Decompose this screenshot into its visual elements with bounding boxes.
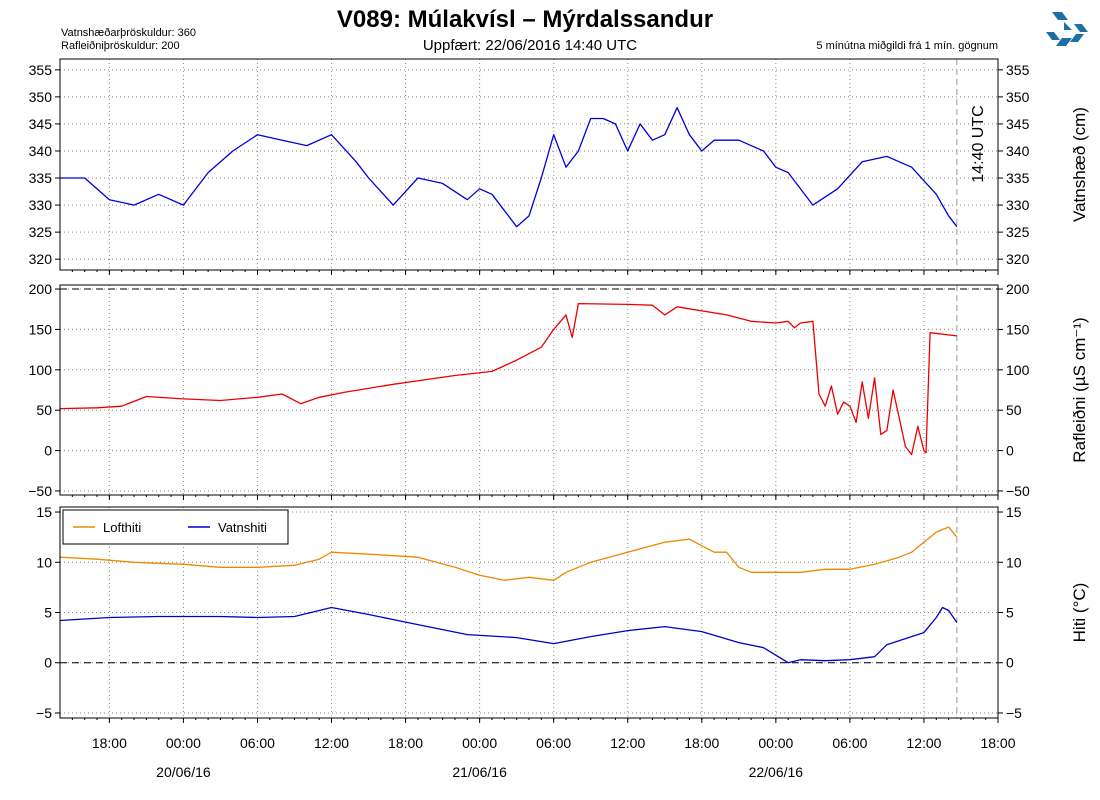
x-tick-label: 00:00	[166, 735, 201, 751]
y-tick-label-right: −5	[1006, 705, 1022, 721]
legend-label: Lofthiti	[103, 520, 141, 535]
y-tick-label-left: 50	[36, 402, 52, 418]
y-tick-label-right: 320	[1006, 251, 1030, 267]
y-tick-label-left: 150	[29, 321, 53, 337]
x-tick-label: 12:00	[906, 735, 941, 751]
y-tick-label-right: 0	[1006, 655, 1014, 671]
y-tick-label-right: 10	[1006, 554, 1022, 570]
y-tick-label-right: 350	[1006, 89, 1030, 105]
y-tick-label-right: 355	[1006, 62, 1030, 78]
y-tick-label-left: 5	[44, 605, 52, 621]
y-axis-label: Hiti (°C)	[1070, 583, 1089, 643]
y-tick-label-left: 0	[44, 655, 52, 671]
series-line-panel-2	[59, 302, 957, 456]
y-tick-label-left: 200	[29, 281, 53, 297]
y-tick-label-right: 15	[1006, 504, 1022, 520]
x-tick-label: 00:00	[758, 735, 793, 751]
x-tick-label: 06:00	[536, 735, 571, 751]
median-note: 5 mínútna miðgildi frá 1 mín. gögnum	[816, 40, 998, 52]
series-line-lofthiti	[59, 526, 958, 581]
series-line-vatnshiti	[59, 606, 958, 664]
x-tick-label: 12:00	[314, 735, 349, 751]
x-tick-label: 12:00	[610, 735, 645, 751]
x-tick-label: 06:00	[240, 735, 275, 751]
y-tick-label-right: 345	[1006, 116, 1030, 132]
y-tick-label-left: 320	[29, 251, 53, 267]
y-tick-label-right: 150	[1006, 321, 1030, 337]
y-tick-label-left: −50	[28, 483, 52, 499]
panel-2: −50 −50 0 0 50 50 100 100 150 150 200 200 Rafleiðni …	[28, 281, 1089, 500]
y-tick-label-right: 5	[1006, 605, 1014, 621]
x-date-label: 20/06/16	[156, 764, 211, 780]
chart-title: V089: Múlakvísl – Mýrdalssandur	[336, 6, 714, 33]
series-line-panel-1	[60, 107, 958, 228]
y-tick-label-left: 15	[36, 504, 52, 520]
y-axis-label: Vatnshæð (cm)	[1070, 107, 1089, 222]
x-tick-label: 18:00	[388, 735, 423, 751]
panel-background	[60, 59, 998, 270]
y-tick-label-left: 345	[29, 116, 53, 132]
y-tick-label-left: 10	[36, 554, 52, 570]
y-tick-label-right: −50	[1006, 483, 1030, 499]
legend: Lofthiti Vatnshiti	[62, 509, 289, 545]
water-threshold-label: Vatnshæðarþröskuldur: 360	[61, 27, 196, 39]
y-tick-label-left: 335	[29, 170, 53, 186]
legend-label: Vatnshiti	[218, 520, 267, 535]
panel-1: 320 320 325 325 330 330 335 335 340 340 345 345 350 3…	[29, 58, 1089, 275]
x-date-label: 22/06/16	[749, 764, 804, 780]
y-tick-label-right: 340	[1006, 143, 1030, 159]
y-tick-label-right: 200	[1006, 281, 1030, 297]
y-tick-label-left: 350	[29, 89, 53, 105]
y-tick-label-right: 335	[1006, 170, 1030, 186]
x-tick-label: 18:00	[92, 735, 127, 751]
panel-3: −5 −5 0 0 5 5 10 10 15 15 Hiti (°C) Lofthiti Vatnshi…	[36, 504, 1089, 723]
x-tick-label: 18:00	[980, 735, 1015, 751]
y-tick-label-left: 355	[29, 62, 53, 78]
x-tick-label: 06:00	[832, 735, 867, 751]
y-tick-label-left: 100	[29, 362, 53, 378]
y-tick-label-left: 0	[44, 443, 52, 459]
now-label: 14:40 UTC	[970, 105, 987, 182]
y-tick-label-left: 340	[29, 143, 53, 159]
y-tick-label-right: 330	[1006, 197, 1030, 213]
x-date-label: 21/06/16	[452, 764, 507, 780]
y-tick-label-right: 50	[1006, 402, 1022, 418]
x-tick-label: 18:00	[684, 735, 719, 751]
panel-background	[60, 285, 998, 495]
x-tick-label: 00:00	[462, 735, 497, 751]
y-tick-label-right: 325	[1006, 224, 1030, 240]
y-tick-label-right: 100	[1006, 362, 1030, 378]
update-time: Uppfært: 22/06/2016 14:40 UTC	[422, 37, 638, 54]
y-axis-label: Rafleiðni (µS cm⁻¹)	[1070, 317, 1089, 462]
y-tick-label-right: 0	[1006, 443, 1014, 459]
legend-box	[62, 509, 289, 545]
y-tick-label-left: 325	[29, 224, 53, 240]
y-tick-label-left: −5	[36, 705, 52, 721]
conductivity-threshold-label: Rafleiðniþröskuldur: 200	[61, 40, 180, 52]
y-tick-label-left: 330	[29, 197, 53, 213]
vedur-logo-icon	[1046, 12, 1088, 46]
